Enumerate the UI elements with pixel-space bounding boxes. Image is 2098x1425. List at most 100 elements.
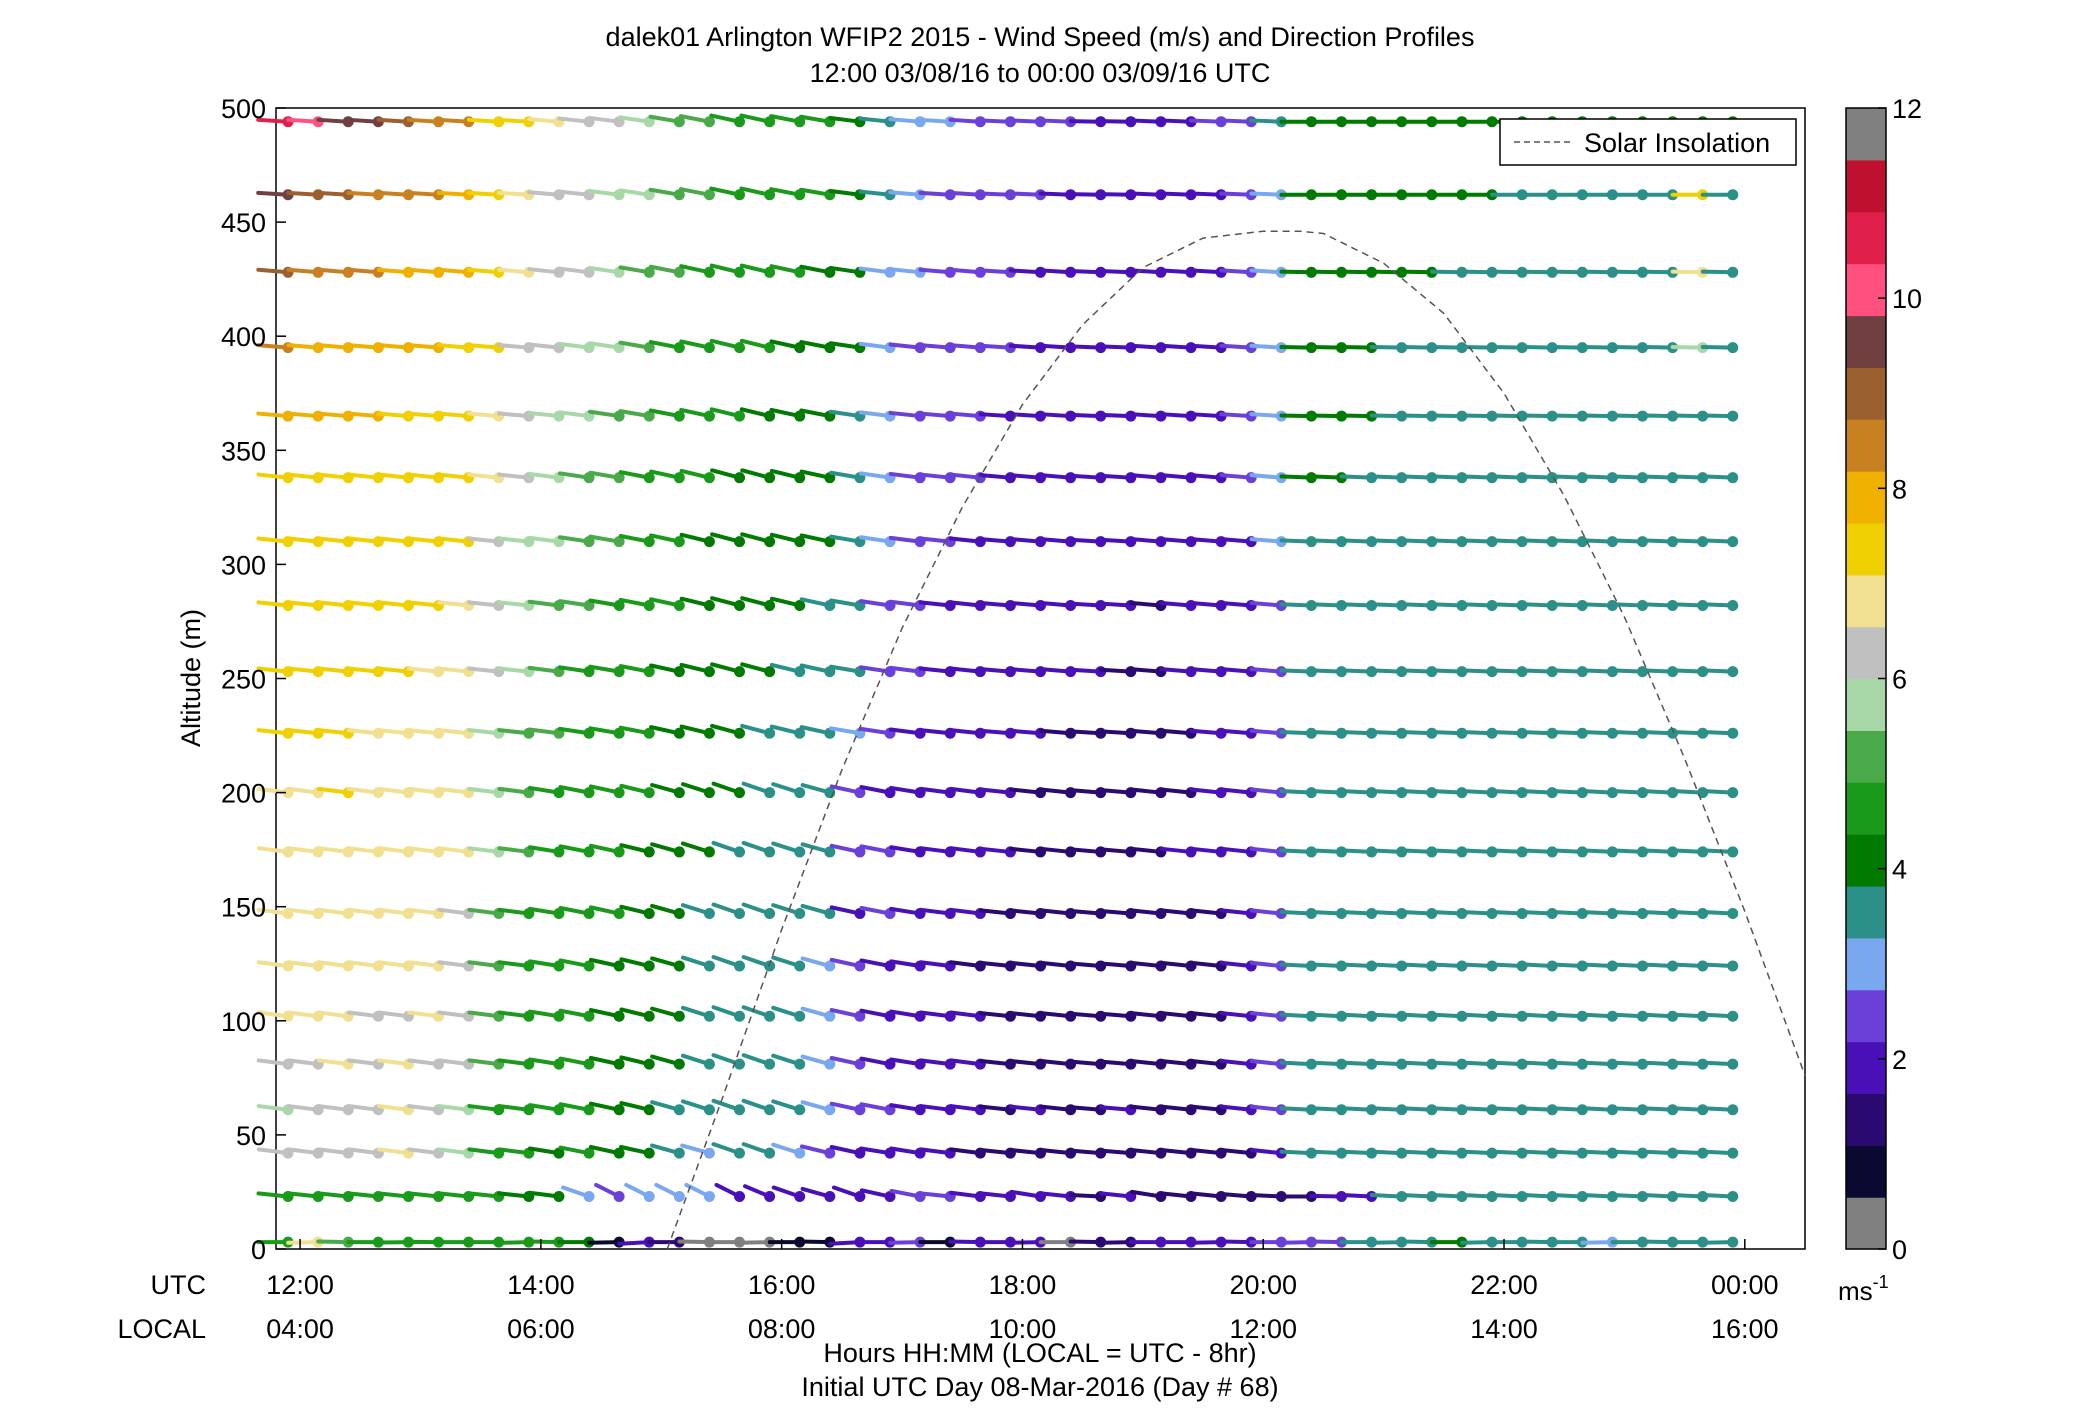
wind-barb-dot [613,1058,625,1070]
wind-barb-dot [734,1104,746,1116]
wind-barb-dot [824,846,836,858]
wind-barb-dot [824,1191,836,1203]
chart-subtitle: 12:00 03/08/16 to 00:00 03/09/16 UTC [810,58,1271,88]
colorbar-segment [1846,937,1886,991]
wind-barb-dot [1727,1104,1739,1116]
wind-barb-dot [673,1104,685,1116]
wind-barb-dot [613,960,625,972]
wind-barb-dot [734,666,746,678]
wind-barb-dot [673,1191,685,1203]
wind-barb-dot [643,1104,655,1116]
colorbar-segment [1846,263,1886,317]
wind-barb-dot [553,787,565,799]
wind-barb-dot [1727,189,1739,201]
wind-barb-dot [673,727,685,739]
colorbar-tick-label: 8 [1892,474,1907,504]
x-tick-label-local: 12:00 [1229,1314,1297,1344]
utc-row-label: UTC [151,1270,207,1300]
wind-barb-dot [643,472,655,484]
wind-barb-dot [613,1104,625,1116]
wind-barb-dot [643,1010,655,1022]
y-axis: 0 50 100 150 200 250 300 350 400 450 500 [221,94,286,1265]
wind-barb-dot [794,410,806,422]
wind-barb-dot [703,536,715,548]
wind-barb-dot [764,1058,776,1070]
wind-barb-dot [643,599,655,611]
legend: Solar Insolation [1499,118,1797,166]
x-tick-label-utc: 22:00 [1470,1270,1538,1300]
wind-barb-dot [703,189,715,201]
wind-barb-dot [583,1010,595,1022]
colorbar-segment [1846,626,1886,680]
wind-barb-dot [794,846,806,858]
wind-barb-dot [703,1191,715,1203]
x-tick-label-utc: 18:00 [989,1270,1057,1300]
x-axis-label: Hours HH:MM (LOCAL = UTC - 8hr) [823,1338,1256,1368]
y-tick-label: 500 [221,94,266,124]
y-tick-label: 300 [221,550,266,580]
wind-barb-dot [794,1058,806,1070]
wind-barb-dot [703,1058,715,1070]
wind-barb-dot [553,908,565,920]
wind-barb-dot [703,116,715,128]
wind-barb-dot [764,787,776,799]
wind-barb-dot [643,787,655,799]
wind-barb-dot [734,787,746,799]
wind-barb-dot [583,1058,595,1070]
wind-barb-dot [824,960,836,972]
wind-barb-dot [734,599,746,611]
wind-barb-dot [1727,666,1739,678]
wind-barb-dot [854,908,866,920]
x-tick-label-utc: 20:00 [1229,1270,1297,1300]
wind-barb-dot [794,727,806,739]
wind-barb-dot [764,1104,776,1116]
wind-barb-dot [673,787,685,799]
wind-barb-dot [703,960,715,972]
legend-box [1499,118,1797,166]
footer-date: Initial UTC Day 08-Mar-2016 (Day # 68) [801,1372,1278,1402]
colorbar-segment [1846,989,1886,1043]
colorbar: 0 2 4 6 8 10 12 [1845,94,1922,1265]
x-tick-label-utc: 16:00 [748,1270,816,1300]
wind-barb-dot [1727,960,1739,972]
wind-barb-dot [703,1104,715,1116]
colorbar-segment [1846,574,1886,628]
wind-barb-dot [734,960,746,972]
colorbar-segment [1846,1093,1886,1146]
colorbar-segment [1846,471,1886,524]
wind-barb-dot [824,1147,836,1159]
y-tick-label: 100 [221,1007,266,1037]
wind-barb-dot [583,1147,595,1159]
wind-barb-dot [1727,787,1739,799]
wind-barb-dot [643,1147,655,1159]
wind-barb-dot [764,908,776,920]
x-tick-label-utc: 00:00 [1711,1270,1779,1300]
wind-barb-dot [673,410,685,422]
wind-barb-dot [643,908,655,920]
wind-barb-dot [794,666,806,678]
wind-barb-dot [794,787,806,799]
wind-barb-dot [1727,727,1739,739]
colorbar-segment [1846,211,1886,265]
y-axis-label: Altitude (m) [176,609,206,747]
wind-barb-dot [673,1147,685,1159]
wind-barb-dot [643,266,655,278]
colorbar-segment [1846,1197,1886,1250]
wind-barb-dot [583,960,595,972]
colorbar-segment [1846,367,1886,420]
wind-barb-dot [794,1191,806,1203]
wind-barb-dot [613,727,625,739]
y-tick-label: 0 [251,1235,266,1265]
wind-barb-dot [673,1010,685,1022]
wind-barb-dot [854,787,866,799]
wind-barb-dot [673,846,685,858]
wind-barb-dot [824,1010,836,1022]
local-row-label: LOCAL [117,1314,206,1344]
wind-barb-dot [673,666,685,678]
colorbar-segment [1846,730,1886,783]
wind-barb-dot [643,666,655,678]
wind-barb-dot [613,846,625,858]
wind-barb-dot [583,908,595,920]
wind-barb-dot [613,666,625,678]
wind-barb-dot [613,908,625,920]
